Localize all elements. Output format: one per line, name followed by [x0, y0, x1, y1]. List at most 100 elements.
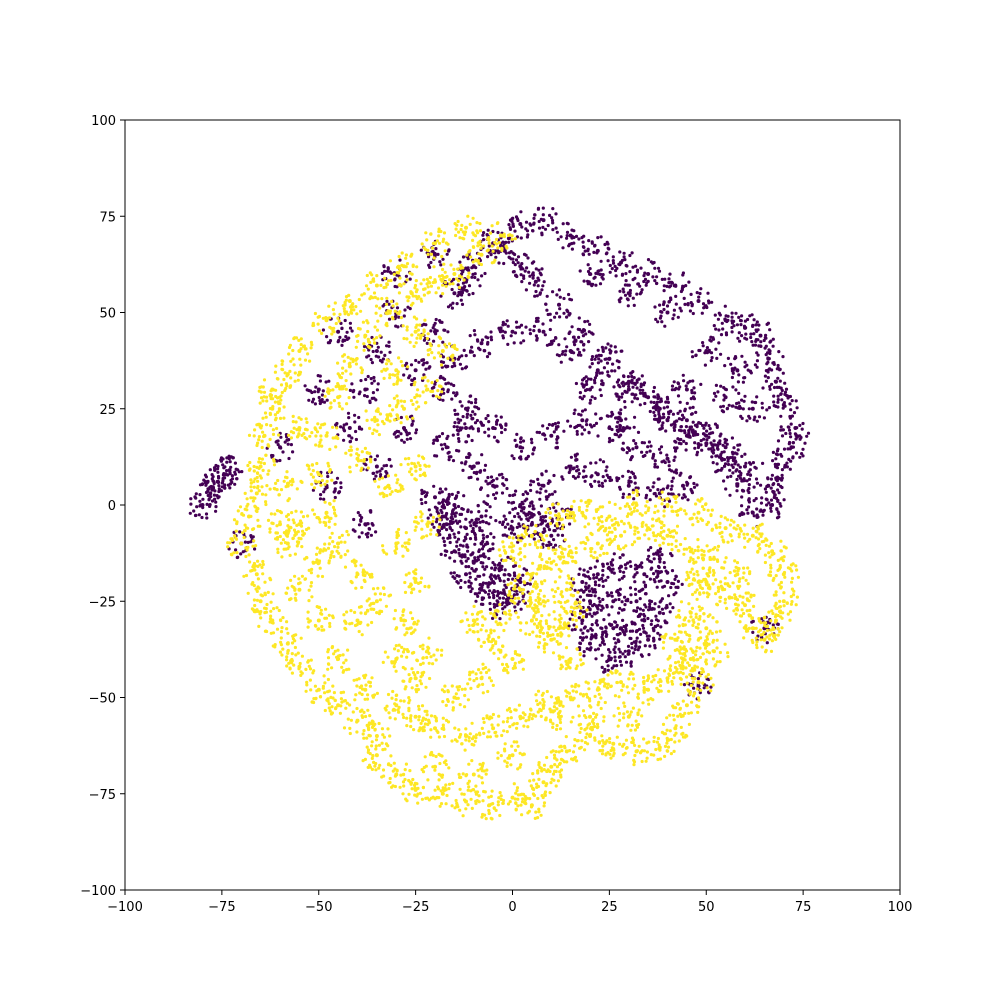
- scatter-point: [243, 477, 272, 510]
- scatter-point: [304, 674, 335, 705]
- scatter-point: [544, 288, 574, 319]
- scatter-point: [257, 606, 289, 635]
- scatter-point: [597, 587, 630, 617]
- scatter-point: [401, 315, 430, 348]
- scatter-point: [605, 519, 637, 551]
- scatter-point: [361, 720, 392, 752]
- scatter-point: [306, 605, 335, 632]
- scatter-point: [581, 235, 611, 263]
- scatter-point: [581, 458, 614, 488]
- scatter-point: [646, 546, 674, 575]
- scatter-point: [651, 445, 679, 474]
- scatter-point: [682, 287, 714, 316]
- scatter-point: [517, 561, 547, 590]
- x-tick-label: 0: [508, 900, 516, 915]
- scatter-point: [323, 382, 351, 411]
- scatter-point: [660, 712, 692, 744]
- scatter-point: [496, 740, 526, 771]
- scatter-point: [588, 354, 614, 385]
- scatter-point: [594, 500, 622, 533]
- scatter-point: [333, 293, 364, 317]
- scatter-point: [453, 394, 481, 421]
- scatter-point: [555, 335, 586, 364]
- scatter-point: [723, 559, 752, 591]
- scatter-point: [567, 316, 595, 347]
- scatter-point: [452, 416, 481, 444]
- scatter-point: [676, 537, 706, 565]
- scatter-point: [723, 354, 753, 384]
- scatter-point: [759, 490, 786, 520]
- scatter-point: [554, 538, 583, 565]
- scatter-point: [732, 591, 756, 621]
- scatter-point: [323, 690, 352, 716]
- scatter-point: [507, 251, 536, 280]
- scatter-point: [466, 500, 498, 533]
- scatter-point: [620, 430, 653, 462]
- scatter-point: [364, 407, 393, 437]
- scatter-point: [566, 498, 596, 529]
- scatter-point: [736, 394, 769, 423]
- scatter-point: [536, 750, 567, 782]
- scatter-point: [419, 714, 451, 739]
- scatter-point: [362, 335, 392, 365]
- scatter-point: [273, 359, 303, 389]
- scatter-point: [226, 528, 258, 559]
- scatter-point: [671, 405, 701, 435]
- scatter-point: [653, 296, 683, 328]
- scatter-point: [410, 636, 444, 667]
- scatter-point: [479, 414, 508, 444]
- scatter-point: [388, 394, 421, 425]
- scatter-point: [516, 792, 547, 821]
- scatter-point: [528, 206, 558, 237]
- x-tick-label: −50: [305, 900, 332, 915]
- scatter-point: [420, 227, 450, 260]
- scatter-point: [334, 411, 364, 444]
- scatter-point: [623, 488, 651, 519]
- scatter-point: [608, 250, 635, 278]
- scatter-point: [690, 335, 723, 367]
- scatter-point: [287, 414, 314, 441]
- scatter-point: [775, 433, 807, 463]
- scatter-point: [348, 374, 380, 405]
- scatter-point: [336, 353, 364, 383]
- scatter-point: [606, 669, 636, 699]
- scatter-point: [431, 432, 461, 463]
- scatter-point: [647, 732, 676, 762]
- scatter-point: [450, 787, 481, 818]
- scatter-point: [326, 645, 351, 674]
- scatter-point: [535, 625, 563, 655]
- scatter-point: [670, 373, 703, 405]
- y-tick-label: −50: [89, 692, 116, 707]
- scatter-point: [457, 759, 489, 789]
- scatter-point: [242, 559, 273, 589]
- scatter-point: [520, 267, 546, 298]
- scatter-point: [632, 559, 660, 591]
- scatter-point: [633, 513, 663, 541]
- scatter-point: [246, 586, 276, 614]
- scatter-point: [419, 484, 450, 512]
- scatter-point: [577, 703, 606, 732]
- scatter-point: [756, 537, 788, 567]
- y-tick-label: 100: [91, 114, 116, 129]
- scatter-point: [392, 608, 420, 637]
- scatter-point: [516, 524, 549, 550]
- scatter-point: [633, 674, 663, 706]
- scatter-point: [660, 624, 692, 653]
- scatter-point: [496, 782, 528, 812]
- scatter-point: [698, 637, 730, 668]
- scatter-point: [311, 499, 338, 529]
- scatter-point: [620, 586, 652, 617]
- scatter-point: [272, 470, 304, 503]
- scatter-point: [767, 388, 799, 418]
- y-tick-label: −100: [80, 884, 116, 899]
- scatter-point: [615, 469, 641, 501]
- scatter-point: [569, 567, 598, 599]
- scatter-point: [402, 704, 431, 733]
- scatter-point: [710, 514, 741, 544]
- scatter-point: [555, 682, 586, 708]
- scatter-point: [560, 452, 587, 481]
- scatter-point: [374, 296, 403, 328]
- scatter-point: [722, 469, 751, 499]
- scatter-point: [439, 262, 471, 290]
- scatter-point: [613, 636, 644, 668]
